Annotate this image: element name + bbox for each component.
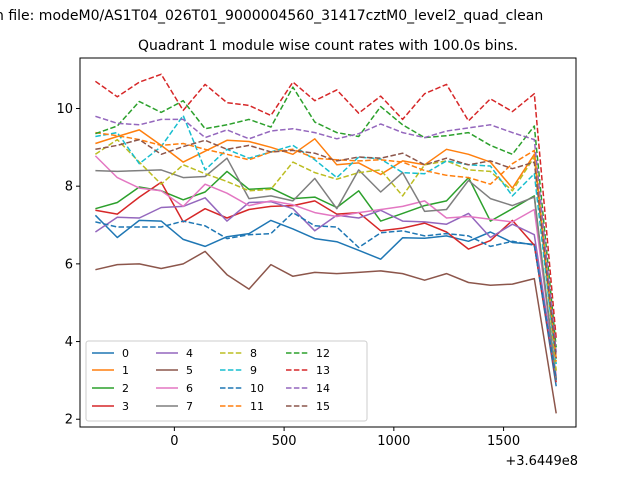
legend-label-1: 1 bbox=[122, 364, 129, 377]
y-tick-label: 8 bbox=[65, 180, 73, 195]
x-tick-label: 500 bbox=[272, 434, 297, 449]
series-line-0 bbox=[94, 214, 557, 387]
x-tick-label: 1000 bbox=[377, 434, 410, 449]
legend-label-7: 7 bbox=[186, 400, 193, 413]
series-line-4 bbox=[94, 197, 557, 379]
series-line-6 bbox=[94, 155, 557, 376]
series-line-14 bbox=[95, 115, 557, 353]
legend-box bbox=[85, 340, 368, 422]
axes-frame bbox=[79, 57, 577, 428]
legend-label-6: 6 bbox=[186, 382, 193, 395]
y-tick-label: 10 bbox=[56, 102, 73, 117]
y-tick-label: 2 bbox=[65, 413, 73, 428]
legend-label-11: 11 bbox=[250, 400, 264, 413]
legend-label-15: 15 bbox=[316, 400, 330, 413]
x-tick-label: 1500 bbox=[487, 434, 520, 449]
chart-title: Quadrant 1 module wise count rates with … bbox=[138, 38, 518, 54]
legend-label-9: 9 bbox=[250, 364, 257, 377]
legend-label-5: 5 bbox=[186, 364, 193, 377]
y-tick-label: 4 bbox=[65, 335, 73, 350]
legend-label-8: 8 bbox=[250, 347, 257, 360]
y-tick-label: 6 bbox=[65, 257, 73, 272]
legend-label-2: 2 bbox=[122, 382, 129, 395]
legend-label-12: 12 bbox=[316, 347, 330, 360]
series-line-11 bbox=[95, 131, 557, 362]
series-line-1 bbox=[95, 129, 557, 360]
legend-label-3: 3 bbox=[122, 400, 129, 413]
series-line-15 bbox=[95, 138, 557, 358]
x-offset-label: +3.6449e8 bbox=[505, 454, 578, 469]
series-line-12 bbox=[95, 86, 557, 348]
series-lines bbox=[94, 73, 557, 414]
series-line-3 bbox=[95, 181, 557, 383]
series-line-2 bbox=[95, 170, 557, 379]
series-line-8 bbox=[94, 138, 557, 371]
figure-suptitle: n file: modeM0/AS1T04_026T01_9000004560_… bbox=[0, 8, 543, 24]
legend-label-14: 14 bbox=[316, 382, 330, 395]
legend-label-4: 4 bbox=[186, 347, 193, 360]
series-line-9 bbox=[95, 114, 557, 365]
series-line-5 bbox=[95, 250, 557, 414]
legend-label-0: 0 bbox=[122, 347, 129, 360]
series-line-10 bbox=[95, 211, 557, 380]
x-tick-label: 0 bbox=[170, 434, 178, 449]
legend-label-10: 10 bbox=[250, 382, 264, 395]
series-line-13 bbox=[94, 73, 557, 339]
legend-label-13: 13 bbox=[316, 364, 330, 377]
